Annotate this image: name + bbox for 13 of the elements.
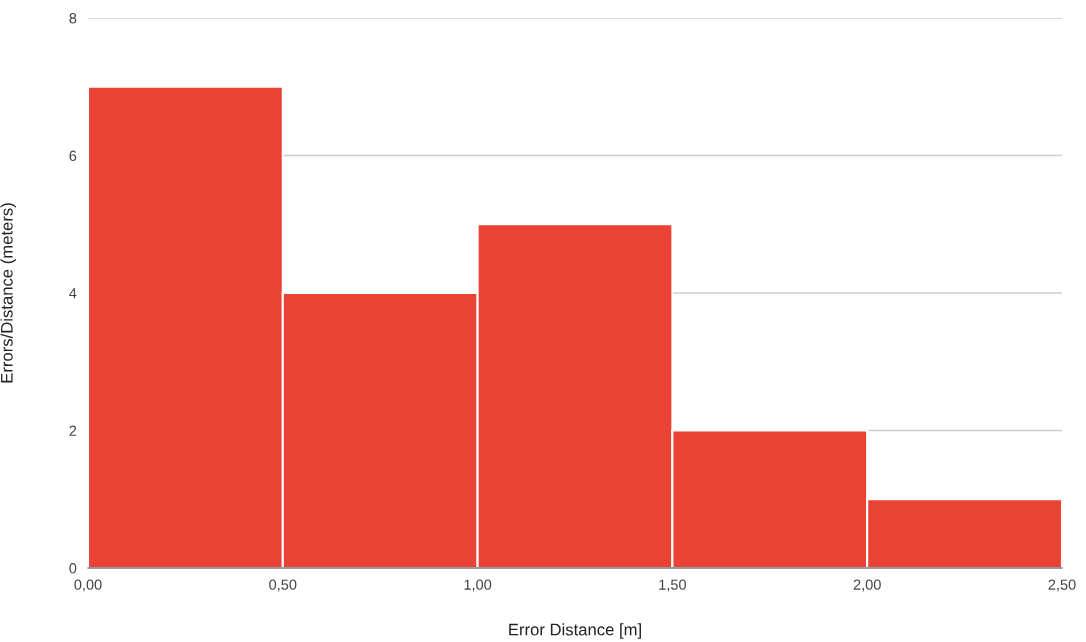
x-tick-label: 0,50 <box>269 579 297 592</box>
y-tick-label: 2 <box>69 425 77 436</box>
x-axis-title: Error Distance [m] <box>509 623 641 639</box>
x-tick-label: 2,50 <box>1048 579 1076 592</box>
y-tick-label: 4 <box>69 288 77 299</box>
y-tick-label: 0 <box>69 563 77 574</box>
x-tick-label: 1,50 <box>659 579 687 592</box>
y-tick-label: 8 <box>69 13 77 24</box>
x-tick-label: 2,00 <box>853 579 881 592</box>
y-axis-title: Errors/Distance (meters) <box>0 203 16 383</box>
y-tick-label: 6 <box>69 150 77 161</box>
x-tick-label: 0,00 <box>74 579 102 592</box>
x-tick-label: 1,00 <box>464 579 492 592</box>
